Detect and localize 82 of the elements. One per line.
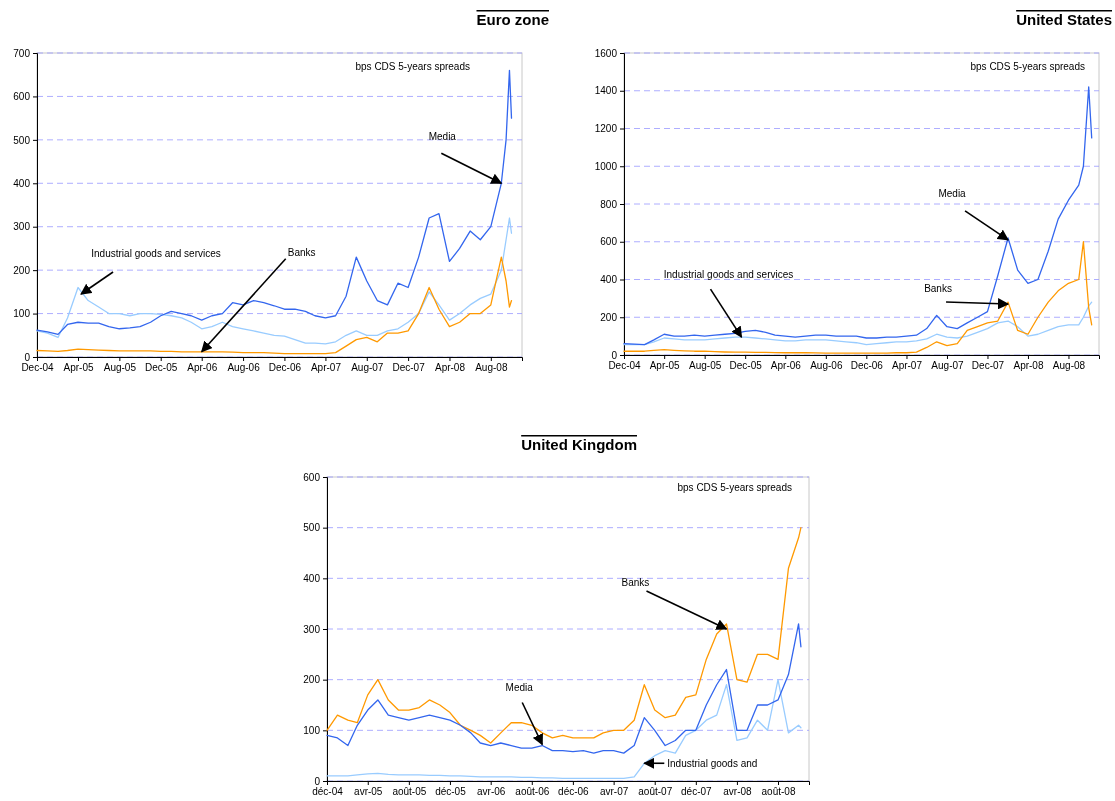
x-tick-label: Dec-07 xyxy=(392,362,426,374)
y-tick-label: 0 xyxy=(611,349,618,361)
annotation: Media xyxy=(428,131,457,143)
x-tick-label: Aug-06 xyxy=(227,362,261,374)
y-tick-label: 100 xyxy=(13,308,31,320)
annotation: Industrial goods and services xyxy=(91,248,221,260)
x-tick-label: Aug-05 xyxy=(103,362,137,374)
line-series xyxy=(36,217,513,345)
y-tick-label: 200 xyxy=(303,674,321,686)
x-tick-label: Apr-06 xyxy=(770,360,802,372)
x-tick-label: Aug-07 xyxy=(351,362,384,374)
y-tick-label: 500 xyxy=(13,134,31,146)
annotation: Banks xyxy=(287,246,316,258)
x-tick-label: Apr-08 xyxy=(1013,360,1044,372)
line-series xyxy=(623,301,1093,346)
annotation: bps CDS 5-years spreads xyxy=(677,482,792,493)
x-tick-label: Apr-06 xyxy=(187,362,218,374)
x-tick-label: Apr-05 xyxy=(63,362,94,374)
y-tick-label: 600 xyxy=(600,236,618,248)
y-tick-label: 200 xyxy=(600,311,618,323)
annotation: Industrial goods and xyxy=(667,758,758,770)
annotation: Industrial goods and services xyxy=(663,269,794,281)
line-series xyxy=(326,623,802,754)
x-tick-label: déc-06 xyxy=(558,786,590,798)
y-tick-label: 600 xyxy=(13,91,31,103)
y-tick-label: 300 xyxy=(13,221,31,233)
annotation: Media xyxy=(938,187,967,199)
x-tick-label: déc-05 xyxy=(435,786,467,798)
annotation: Banks xyxy=(924,283,952,295)
line-series xyxy=(623,86,1093,346)
x-tick-label: août-07 xyxy=(638,786,673,798)
annotation: Media xyxy=(505,681,534,693)
x-tick-label: Aug-08 xyxy=(475,362,508,374)
annotation: bps CDS 5-years spreads xyxy=(355,61,470,72)
annotation: Banks xyxy=(621,577,650,588)
x-tick-label: avr-08 xyxy=(723,786,753,798)
x-tick-label: août-08 xyxy=(761,786,796,798)
x-tick-label: Dec-05 xyxy=(145,362,178,374)
x-tick-label: déc-07 xyxy=(681,786,713,798)
chart-title: Euro zone xyxy=(476,11,549,28)
line-series xyxy=(623,241,1093,354)
x-tick-label: avr-07 xyxy=(599,786,629,798)
y-tick-label: 300 xyxy=(303,623,321,635)
y-tick-label: 600 xyxy=(303,471,321,483)
x-tick-label: déc-04 xyxy=(312,786,344,798)
annotation: bps CDS 5-years spreads xyxy=(970,61,1085,72)
chart-title: United States xyxy=(1016,11,1112,28)
y-tick-label: 200 xyxy=(13,264,31,276)
x-tick-label: avr-05 xyxy=(354,786,383,798)
y-tick-label: 500 xyxy=(303,522,321,534)
x-tick-label: Aug-06 xyxy=(810,360,843,372)
y-tick-label: 400 xyxy=(600,274,618,286)
x-tick-label: Apr-07 xyxy=(310,362,342,374)
y-tick-label: 1400 xyxy=(594,85,618,97)
y-tick-label: 400 xyxy=(13,177,31,189)
y-tick-label: 100 xyxy=(303,725,321,737)
y-tick-label: 800 xyxy=(600,198,618,210)
x-tick-label: Apr-08 xyxy=(434,362,466,374)
x-tick-label: Dec-06 xyxy=(850,360,884,372)
line-series xyxy=(326,679,802,780)
x-tick-label: Apr-07 xyxy=(891,360,923,372)
y-tick-label: 0 xyxy=(314,775,321,787)
y-tick-label: 400 xyxy=(303,573,321,585)
y-tick-label: 0 xyxy=(24,351,31,363)
x-tick-label: Aug-08 xyxy=(1052,360,1086,372)
y-tick-label: 1000 xyxy=(594,160,618,172)
x-tick-label: avr-06 xyxy=(477,786,506,798)
x-tick-label: Dec-07 xyxy=(971,360,1005,372)
y-tick-label: 1600 xyxy=(594,47,618,59)
line-series xyxy=(326,527,802,744)
x-tick-label: août-06 xyxy=(515,786,550,798)
x-tick-label: Dec-04 xyxy=(608,360,642,372)
y-tick-label: 1200 xyxy=(594,123,618,135)
x-tick-label: Apr-05 xyxy=(649,360,681,372)
x-tick-label: Aug-07 xyxy=(931,360,965,372)
x-tick-label: août-05 xyxy=(392,786,427,798)
y-tick-label: 700 xyxy=(13,47,31,59)
x-tick-label: Aug-05 xyxy=(689,360,722,372)
x-tick-label: Dec-06 xyxy=(268,362,302,374)
chart-title: United Kingdom xyxy=(521,436,637,453)
x-tick-label: Dec-04 xyxy=(21,362,55,374)
x-tick-label: Dec-05 xyxy=(729,360,763,372)
